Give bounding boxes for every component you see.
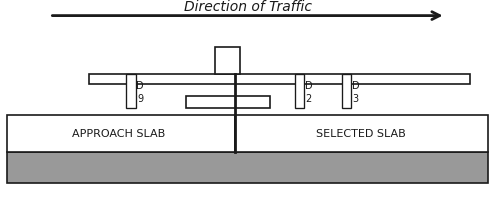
Bar [126,74,136,108]
Text: D
9: D 9 [136,81,144,104]
Bar [7,115,235,152]
Bar [215,47,240,74]
Text: APPROACH SLAB: APPROACH SLAB [72,129,165,139]
Bar [235,115,488,152]
Bar [295,74,304,108]
Text: SELECTED SLAB: SELECTED SLAB [316,129,406,139]
Text: D
2: D 2 [304,81,312,104]
Bar [89,74,470,84]
Bar [342,74,351,108]
Bar [186,96,270,108]
Bar [7,152,488,183]
Text: D
3: D 3 [351,81,359,104]
Text: Direction of Traffic: Direction of Traffic [184,0,311,14]
